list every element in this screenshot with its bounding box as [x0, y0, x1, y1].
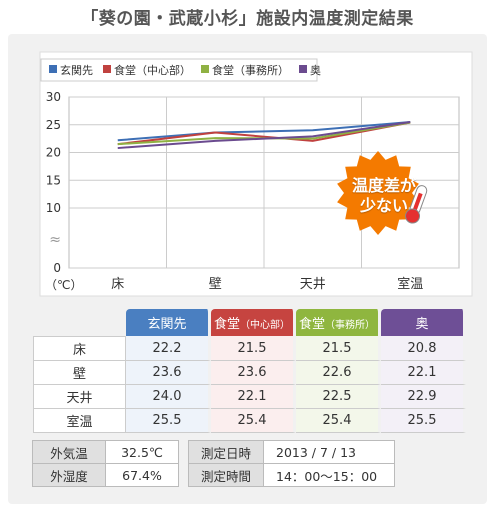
- table-row: 壁 23.6 23.6 22.6 22.1: [33, 361, 466, 385]
- header-shokudo-center: 食堂（中心部）: [211, 309, 296, 336]
- legend-entry: 奥: [310, 63, 321, 77]
- table-cell: 25.5: [381, 409, 466, 433]
- info-row: 外気温 32.5℃: [32, 440, 179, 464]
- legend-swatch: [299, 65, 307, 73]
- outside-temp-value: 32.5℃: [105, 440, 179, 464]
- time-value: 14：00〜15：00: [263, 463, 395, 487]
- y-tick-label: 25: [46, 118, 61, 132]
- legend-entry: 玄関先: [60, 63, 93, 77]
- table-header-row: 玄関先 食堂（中心部） 食堂（事務所） 奥: [33, 309, 466, 336]
- thermometer-icon: [405, 185, 428, 224]
- table-cell: 22.9: [381, 385, 466, 409]
- y-tick-label: 20: [46, 146, 61, 160]
- table-cell: 22.2: [126, 336, 211, 361]
- row-label: 壁: [33, 361, 126, 385]
- starburst-shape: [337, 151, 419, 235]
- badge-line-2: 少ない: [359, 196, 408, 215]
- outside-humidity-label: 外湿度: [32, 463, 106, 487]
- table-cell: 22.5: [296, 385, 381, 409]
- legend-swatch: [49, 65, 57, 73]
- time-label: 測定時間: [188, 463, 264, 487]
- legend-swatch: [201, 65, 209, 73]
- table-cell: 22.1: [211, 385, 296, 409]
- y-tick-label: 10: [46, 201, 61, 215]
- temperature-line-chart: 0 10 15 20 25 30 ≈ （℃） 床 壁 天井 室温 玄関先 食堂（中心部） 食堂（事務所） 奥: [39, 51, 473, 297]
- date-value: 2013 / 7 / 13: [263, 440, 395, 464]
- series-line: [117, 120, 411, 142]
- row-label: 天井: [33, 385, 126, 409]
- date-label: 測定日時: [188, 440, 264, 464]
- page-title: 「葵の園・武蔵小杉」施設内温度測定結果: [81, 9, 414, 29]
- y-tick-label: 0: [53, 261, 61, 275]
- header-genkan: 玄関先: [126, 309, 211, 336]
- legend-swatch: [103, 65, 111, 73]
- x-tick-label: 床: [111, 277, 124, 292]
- info-row: 測定時間 14：00〜15：00: [188, 463, 395, 487]
- row-label: 床: [33, 336, 126, 361]
- info-row: 外湿度 67.4%: [32, 463, 179, 487]
- temperature-table: 玄関先 食堂（中心部） 食堂（事務所） 奥 床 22.2 21.5 21.5 2…: [33, 309, 466, 433]
- header-shokudo-office: 食堂（事務所）: [296, 309, 381, 336]
- y-tick-label: 15: [46, 173, 61, 187]
- table-cell: 22.6: [296, 361, 381, 385]
- row-label: 室温: [33, 409, 126, 433]
- measurement-conditions: 測定日時 2013 / 7 / 13 測定時間 14：00〜15：00: [188, 440, 395, 487]
- outside-temp-label: 外気温: [32, 440, 106, 464]
- series-line: [117, 121, 411, 146]
- header-oku: 奥: [381, 309, 466, 336]
- outside-conditions: 外気温 32.5℃ 外湿度 67.4%: [32, 440, 179, 487]
- table-cell: 23.6: [211, 361, 296, 385]
- table-cell: 21.5: [211, 336, 296, 361]
- series-line: [117, 120, 411, 150]
- badge-starburst: [337, 151, 428, 235]
- table-row: 床 22.2 21.5 21.5 20.8: [33, 336, 466, 361]
- table-cell: 24.0: [126, 385, 211, 409]
- axis-break-mark: ≈: [49, 232, 61, 248]
- y-axis-label: （℃）: [45, 278, 82, 292]
- x-tick-label: 天井: [300, 277, 326, 292]
- table-cell: 25.4: [296, 409, 381, 433]
- legend-entry: 食堂（事務所）: [212, 63, 289, 77]
- table-corner: [33, 309, 126, 336]
- x-tick-label: 室温: [397, 276, 423, 292]
- y-tick-label: 30: [46, 90, 61, 104]
- badge-line-1: 温度差が: [351, 176, 416, 195]
- table-cell: 20.8: [381, 336, 466, 361]
- legend-entry: 食堂（中心部）: [114, 63, 191, 77]
- table-row: 室温 25.5 25.4 25.4 25.5: [33, 409, 466, 433]
- table-cell: 22.1: [381, 361, 466, 385]
- outside-humidity-value: 67.4%: [105, 463, 179, 487]
- table-cell: 25.5: [126, 409, 211, 433]
- table-row: 天井 24.0 22.1 22.5 22.9: [33, 385, 466, 409]
- badge-text: 温度差が 少ない: [346, 176, 422, 216]
- x-tick-label: 壁: [209, 277, 222, 292]
- table-cell: 21.5: [296, 336, 381, 361]
- legend: [40, 58, 318, 82]
- table-cell: 23.6: [126, 361, 211, 385]
- table-cell: 25.4: [211, 409, 296, 433]
- info-row: 測定日時 2013 / 7 / 13: [188, 440, 395, 464]
